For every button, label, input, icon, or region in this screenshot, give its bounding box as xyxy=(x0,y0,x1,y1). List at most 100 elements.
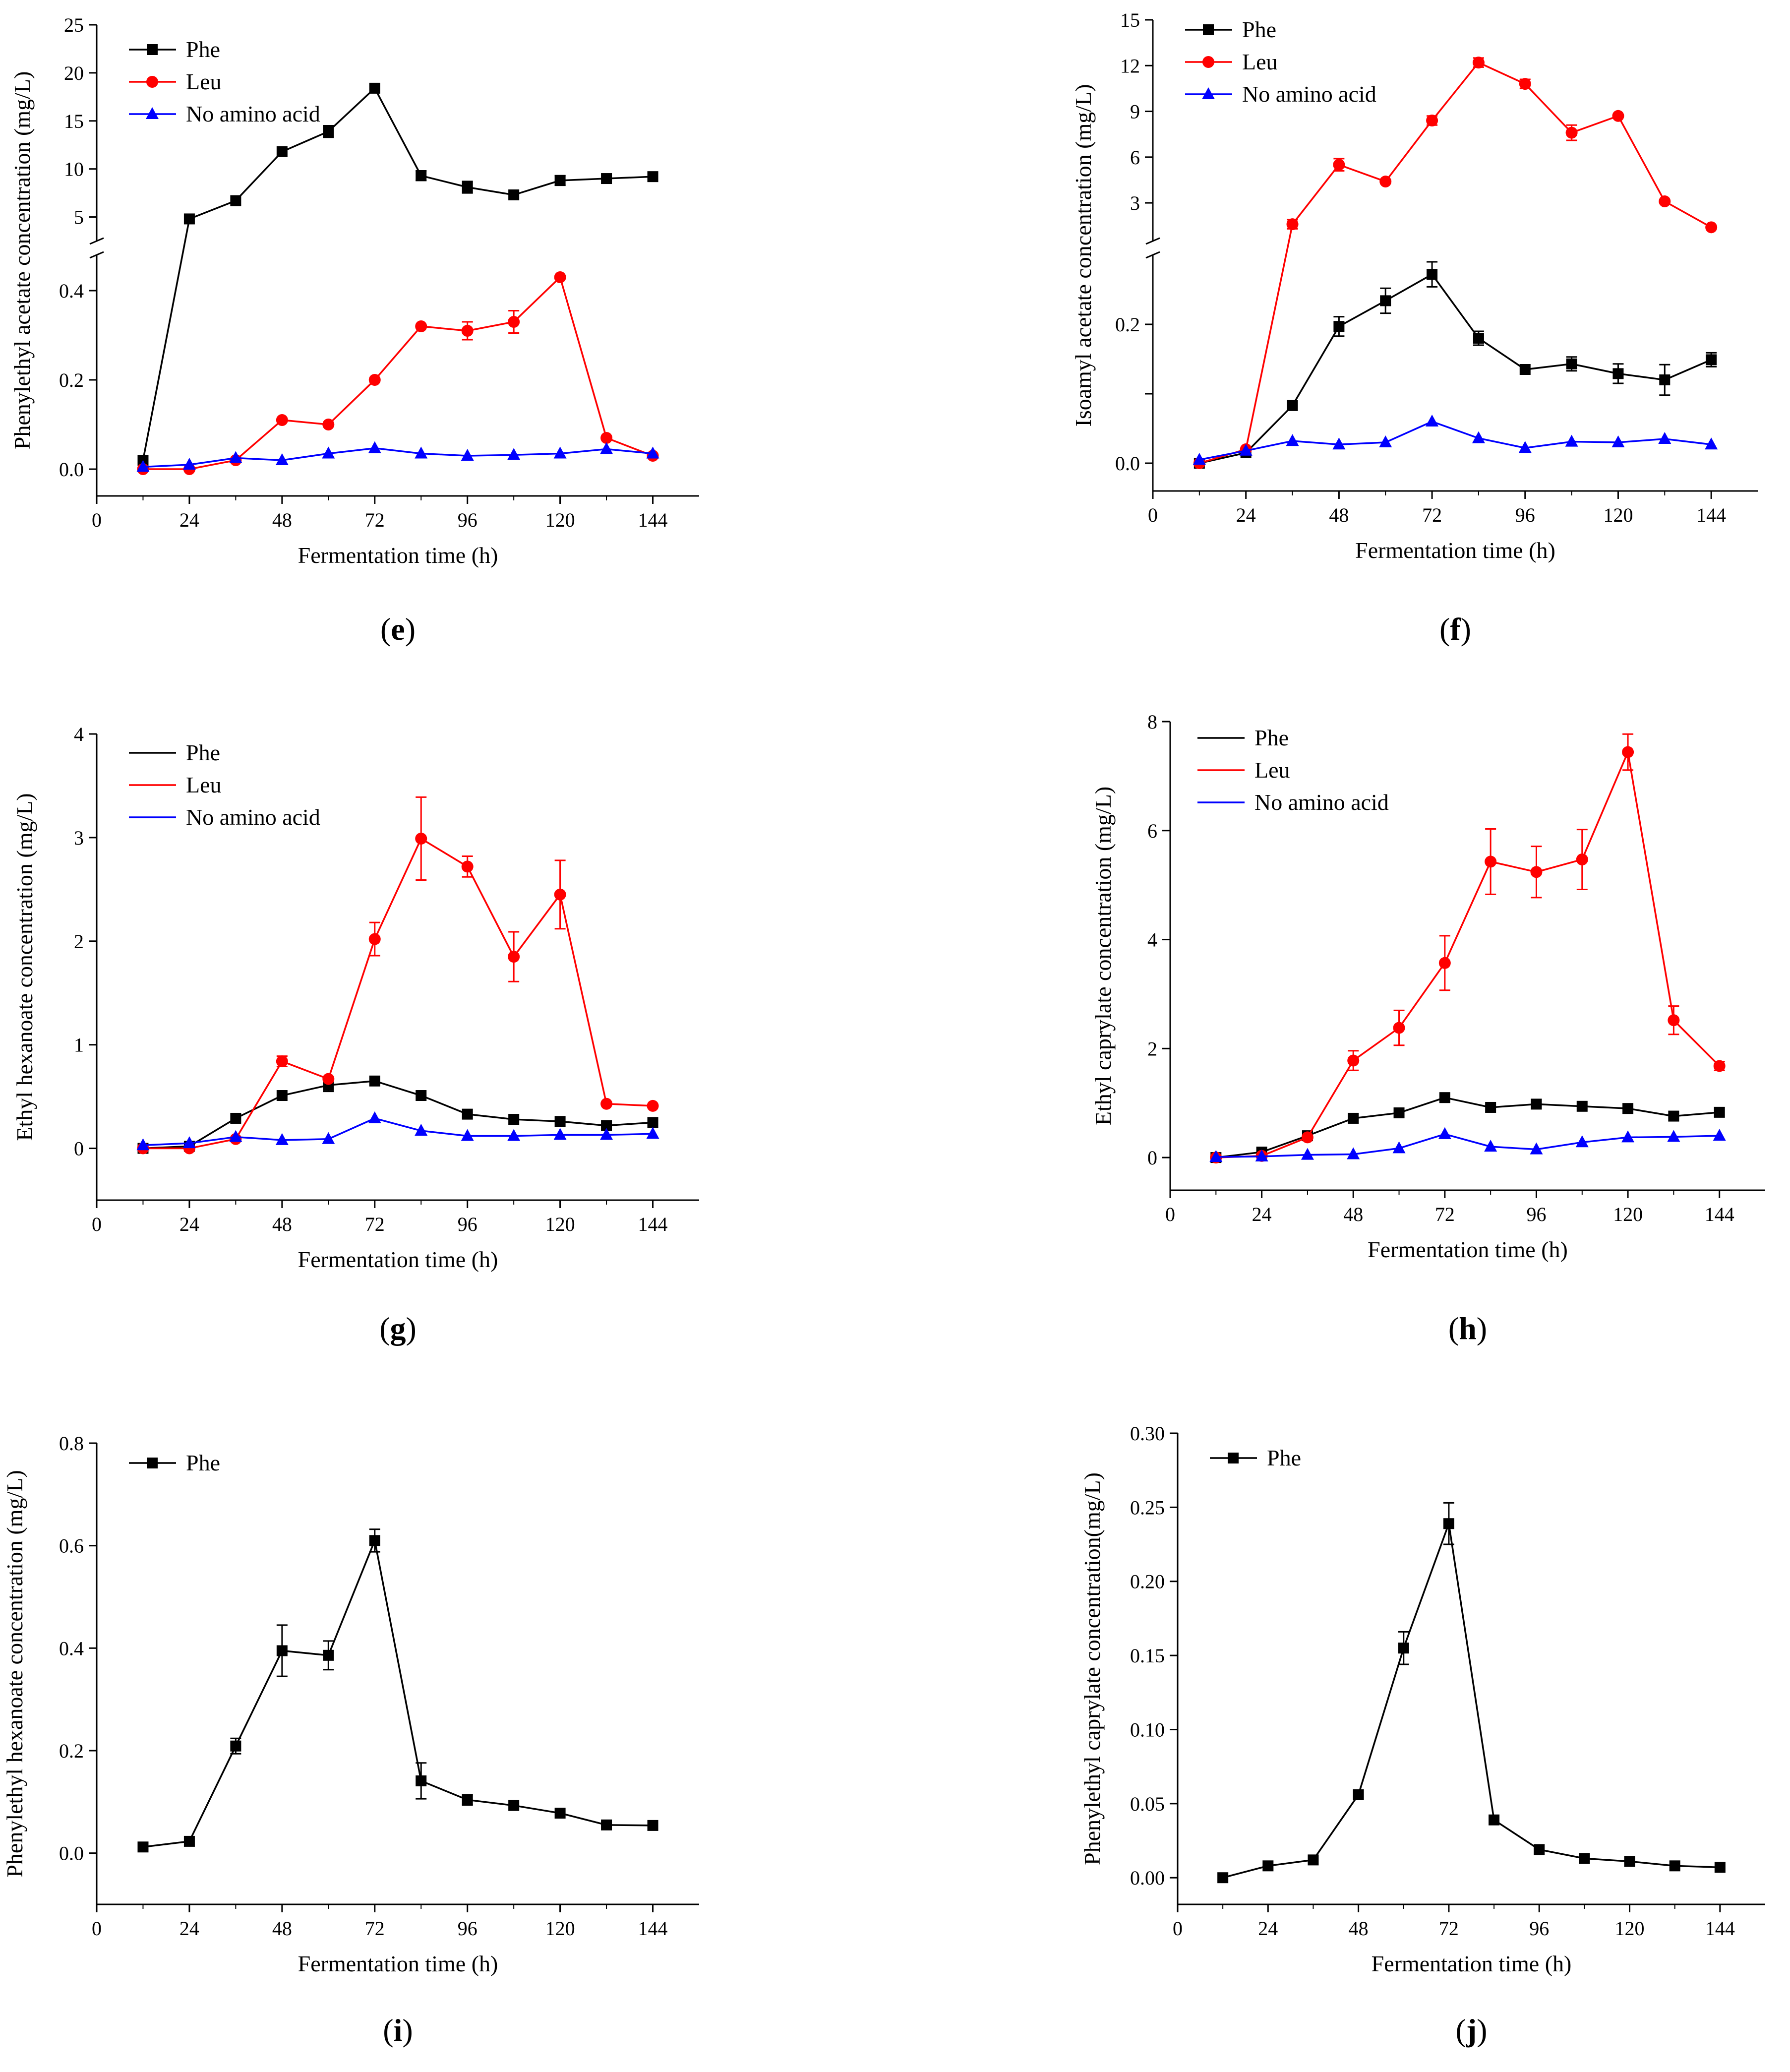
panel-paren-close: ) xyxy=(402,2012,413,2048)
y-tick-label: 0.2 xyxy=(59,369,84,391)
data-point-phe xyxy=(1473,333,1484,344)
data-point-phe xyxy=(554,1116,566,1127)
legend-marker xyxy=(1202,56,1214,68)
legend-marker xyxy=(147,44,158,55)
x-tick-label: 48 xyxy=(1343,1203,1363,1225)
y-tick-label: 0 xyxy=(74,1138,84,1160)
x-axis-label: Fermentation time (h) xyxy=(298,1951,498,1976)
data-point-leu xyxy=(276,1055,288,1068)
data-point-leu xyxy=(600,1097,613,1110)
data-point-phe xyxy=(1287,400,1298,411)
series-line-phe xyxy=(143,1537,653,1848)
data-point-phe xyxy=(1622,1103,1634,1114)
data-point-leu xyxy=(1705,221,1718,234)
x-axis-label: Fermentation time (h) xyxy=(298,543,498,568)
data-point-phe xyxy=(323,126,334,137)
data-point-no-amino-acid xyxy=(182,1136,196,1149)
x-tick-label: 96 xyxy=(458,1917,477,1940)
x-tick-label: 96 xyxy=(1526,1203,1546,1225)
y-tick-label: 0.4 xyxy=(59,280,84,302)
panel-label: (f) xyxy=(1439,611,1471,647)
series-no-amino-acid xyxy=(1209,1127,1726,1162)
data-point-phe xyxy=(1353,1789,1364,1800)
data-point-phe xyxy=(462,1794,473,1806)
y-tick-label: 0.2 xyxy=(59,1740,84,1762)
panel-label: (h) xyxy=(1448,1311,1487,1346)
chart-panel-e: 0 24 48 72 96 120 144 5 10 15 20 25 0.0 0.2 0.4 Ferment… xyxy=(9,14,699,647)
data-point-no-amino-acid xyxy=(1286,434,1299,446)
data-point-leu xyxy=(1438,957,1451,969)
axis-break-mark xyxy=(89,251,104,259)
data-point-phe xyxy=(1624,1856,1635,1867)
data-point-phe xyxy=(1489,1814,1500,1826)
data-point-no-amino-acid xyxy=(182,458,196,470)
x-tick-label: 0 xyxy=(92,509,102,531)
data-point-no-amino-acid xyxy=(646,446,659,459)
data-point-leu xyxy=(461,860,474,873)
panel-paren-open: ( xyxy=(383,2012,393,2048)
series-phe xyxy=(137,1528,658,1853)
x-tick-label: 48 xyxy=(272,1917,292,1940)
y-tick-label: 5 xyxy=(74,206,84,229)
data-point-leu xyxy=(1519,78,1531,90)
data-point-leu xyxy=(1379,176,1392,188)
data-point-leu xyxy=(600,432,613,444)
data-point-no-amino-acid xyxy=(415,446,428,459)
x-tick-label: 96 xyxy=(1515,504,1535,526)
data-point-phe xyxy=(1262,1860,1274,1872)
x-tick-label: 120 xyxy=(1603,504,1633,526)
x-tick-label: 120 xyxy=(1613,1203,1643,1225)
data-point-phe xyxy=(1427,269,1438,280)
x-tick-label: 144 xyxy=(638,1917,668,1940)
data-point-phe xyxy=(647,1820,658,1831)
data-point-leu xyxy=(1612,110,1624,122)
data-point-leu xyxy=(1393,1022,1405,1034)
data-point-no-amino-acid xyxy=(1621,1130,1635,1143)
x-tick-label: 144 xyxy=(1705,1917,1735,1940)
data-point-phe xyxy=(647,1117,658,1128)
y-tick-label: 2 xyxy=(1147,1037,1157,1060)
data-point-no-amino-acid xyxy=(368,1111,381,1123)
data-point-no-amino-acid xyxy=(553,1128,567,1140)
series-line-phe xyxy=(1216,1097,1720,1158)
data-point-leu xyxy=(1565,126,1578,139)
legend-label: Phe xyxy=(186,740,220,765)
legend: Phe Leu No amino acid xyxy=(129,37,320,126)
data-point-phe xyxy=(416,1090,427,1101)
panel-label: (g) xyxy=(379,1311,417,1346)
legend-label: Phe xyxy=(1242,17,1276,42)
data-point-no-amino-acid xyxy=(646,1127,659,1139)
data-point-phe xyxy=(1579,1853,1590,1864)
panel-paren-close: ) xyxy=(1461,611,1471,647)
chart-panel-i: 0 24 48 72 96 120 144 0.0 0.2 0.4 0.6 0.8 Fermentati… xyxy=(2,1432,699,2048)
x-tick-label: 72 xyxy=(365,1917,385,1940)
data-point-leu xyxy=(1286,218,1299,231)
data-point-leu xyxy=(1472,57,1485,69)
panel-letter: g xyxy=(390,1311,406,1346)
y-axis-label: Isoamyl acetate concentration (mg/L) xyxy=(1071,84,1096,427)
series-line-no-amino-acid xyxy=(143,447,653,468)
axis-break-mark xyxy=(1145,237,1160,245)
data-point-no-amino-acid xyxy=(1530,1142,1543,1155)
y-axis-label: Phenylethyl caprylate concentration(mg/L… xyxy=(1079,1472,1105,1865)
data-point-phe xyxy=(1348,1112,1359,1124)
x-tick-label: 24 xyxy=(179,1917,199,1940)
legend-marker xyxy=(146,107,159,119)
panel-paren-open: ( xyxy=(1456,2012,1466,2048)
legend-label: Leu xyxy=(186,69,222,94)
panel-paren-close: ) xyxy=(406,1311,417,1346)
y-tick-label: 0.4 xyxy=(59,1637,84,1659)
data-point-no-amino-acid xyxy=(1392,1141,1406,1154)
data-point-phe xyxy=(276,146,288,157)
data-point-no-amino-acid xyxy=(1518,441,1532,453)
data-point-phe xyxy=(1566,358,1577,369)
data-point-no-amino-acid xyxy=(322,1132,335,1144)
y-tick-label: 25 xyxy=(64,14,84,36)
y-tick-label: 0.0 xyxy=(1115,452,1140,475)
y-tick-label: 0.05 xyxy=(1130,1793,1165,1815)
x-tick-label: 72 xyxy=(1435,1203,1455,1225)
data-point-phe xyxy=(508,1800,520,1811)
y-tick-label: 0.6 xyxy=(59,1535,84,1557)
data-point-leu xyxy=(508,316,520,328)
